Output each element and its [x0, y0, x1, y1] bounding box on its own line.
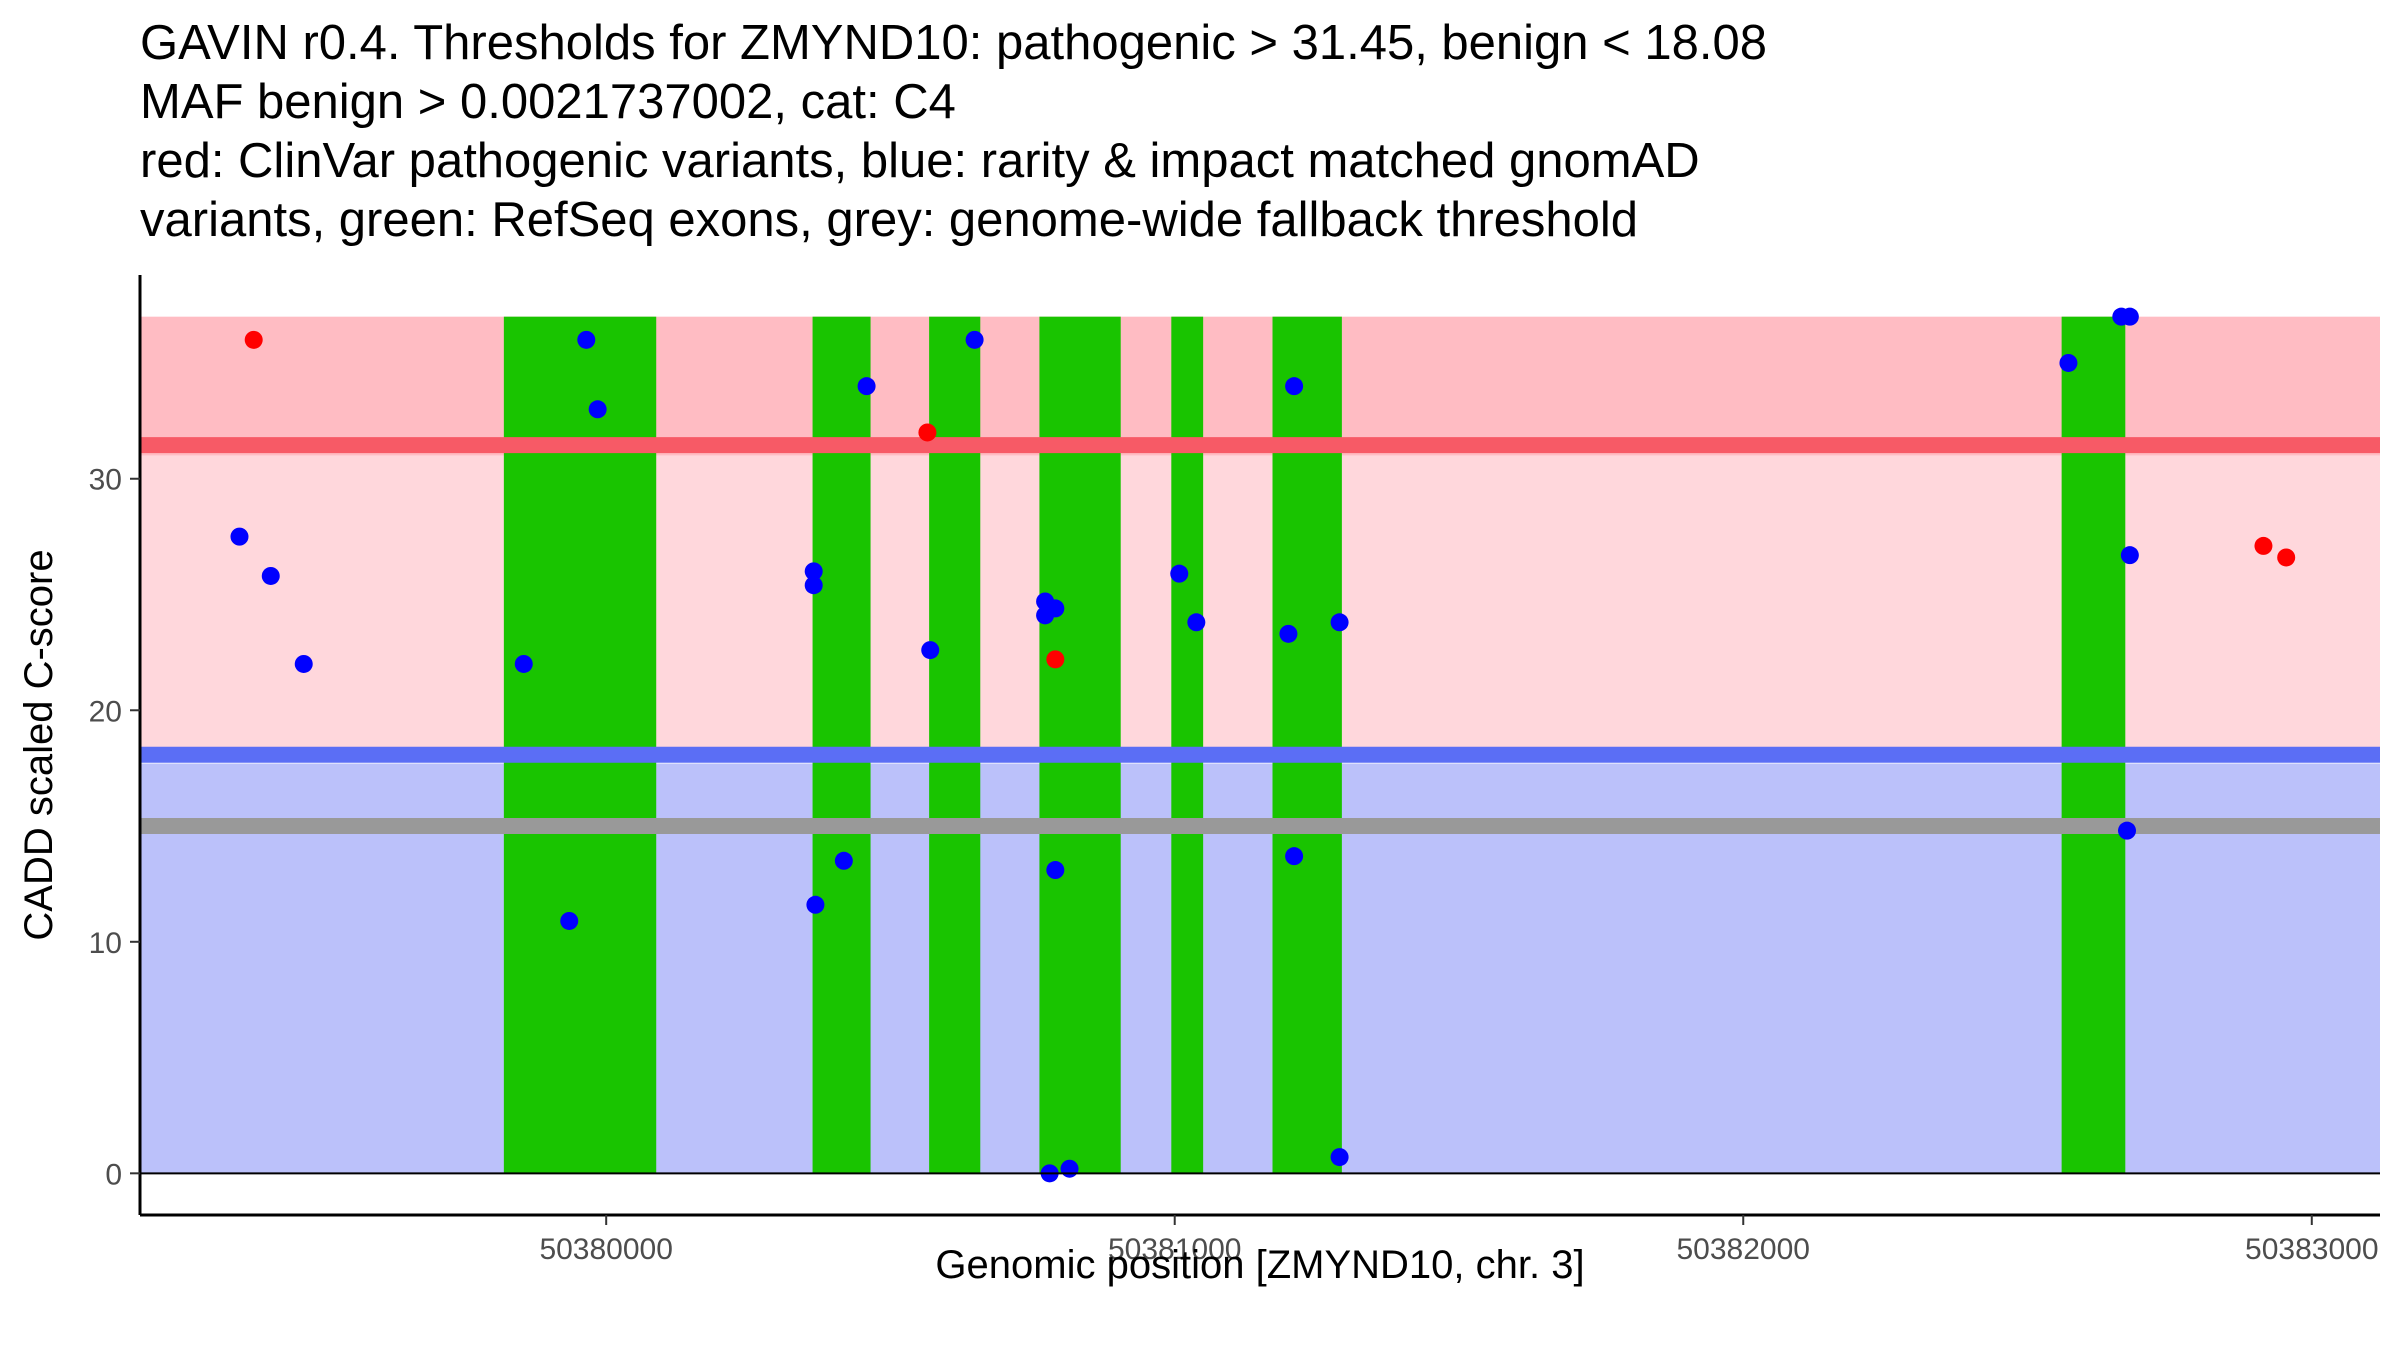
gnomad-point-22: [1187, 613, 1206, 632]
exon-bar-7: [2061, 316, 2126, 1174]
exon-bar-4: [1039, 316, 1121, 1174]
gnomad-point-14: [965, 330, 984, 349]
y-tick-label-10: 10: [89, 927, 122, 960]
pathogenic-zone-upper: [140, 316, 2380, 456]
gnomad-point-18: [1046, 861, 1065, 880]
y-tick-label-0: 0: [105, 1158, 122, 1191]
gnomad-point-32: [2120, 546, 2139, 565]
gnomad-point-21: [1170, 564, 1189, 583]
x-axis-label: Genomic position [ZMYND10, chr. 3]: [935, 1243, 1584, 1287]
x-tick-label-50381000: 50381000: [1108, 1233, 1241, 1266]
gnomad-point-8: [804, 562, 823, 581]
gnomad-point-20: [1060, 1159, 1079, 1178]
pathogenic-zone-lower: [140, 455, 2380, 755]
gnomad-point-11: [834, 851, 853, 870]
gnomad-point-3: [294, 654, 313, 673]
gnomad-point-25: [1285, 377, 1304, 396]
title-line-4: variants, green: RefSeq exons, grey: gen…: [140, 193, 1639, 247]
exon-bar-6: [1272, 316, 1342, 1174]
axes: 0 10 20 30 50380000 50381000 50382000 50383000: [89, 275, 2380, 1266]
gnomad-point-17: [1046, 599, 1065, 618]
gnomad-point-9: [804, 576, 823, 595]
gnomad-point-4: [514, 654, 533, 673]
title-line-2: MAF benign > 0.0021737002, cat: C4: [140, 75, 956, 129]
threshold-lines: [140, 437, 2380, 835]
clinvar-point-3: [1046, 650, 1065, 669]
title-line-3: red: ClinVar pathogenic variants, blue: …: [140, 134, 1700, 188]
exon-bar-3: [929, 316, 981, 1174]
gnomad-point-24: [1285, 847, 1304, 866]
chart-title: GAVIN r0.4. Thresholds for ZMYND10: path…: [140, 14, 2380, 250]
x-tick-label-50382000: 50382000: [1677, 1233, 1810, 1266]
gnomad-point-1: [230, 527, 249, 546]
gnomad-point-28: [2059, 353, 2078, 372]
y-tick-label-20: 20: [89, 695, 122, 728]
gnomad-point-31: [2118, 821, 2137, 840]
exon-bar-5: [1171, 316, 1204, 1174]
exon-bar-2: [812, 316, 871, 1174]
y-axis-label: CADD scaled C-score: [17, 549, 61, 940]
gnomad-point-13: [921, 641, 940, 660]
gnomad-point-26: [1330, 613, 1349, 632]
gnomad-point-30: [2120, 307, 2139, 326]
clinvar-point-2: [918, 423, 937, 442]
y-tick-label-30: 30: [89, 464, 122, 497]
gnomad-point-27: [1330, 1148, 1349, 1167]
gnomad-point-10: [806, 895, 825, 914]
gnomad-point-5: [560, 911, 579, 930]
gnomad-point-7: [588, 400, 607, 419]
gnomad-point-23: [1279, 624, 1298, 643]
clinvar-point-4: [2254, 536, 2273, 555]
x-tick-label-50383000: 50383000: [2245, 1233, 2378, 1266]
exon-bar-1: [503, 316, 657, 1174]
title-line-1: GAVIN r0.4. Thresholds for ZMYND10: path…: [140, 16, 1768, 70]
gnomad-point-12: [857, 377, 876, 396]
gnomad-point-2: [261, 566, 280, 585]
gnomad-point-6: [577, 330, 596, 349]
exon-bars: [503, 316, 2126, 1174]
clinvar-point-5: [2277, 548, 2296, 567]
x-tick-label-50380000: 50380000: [539, 1233, 672, 1266]
clinvar-point-1: [244, 330, 263, 349]
